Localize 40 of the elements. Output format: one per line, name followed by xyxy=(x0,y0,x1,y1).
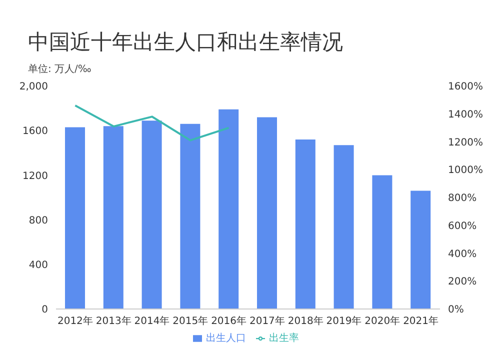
y2-tick-label: 1000% xyxy=(448,165,483,176)
y2-tick-label: 1400% xyxy=(448,109,483,120)
bar xyxy=(103,126,124,309)
chart-title: 中国近十年出生人口和出生率情况 xyxy=(28,29,343,56)
x-tick-label: 2018年 xyxy=(288,315,324,328)
y2-tick-label: 600% xyxy=(448,220,477,232)
y-tick-label: 1200 xyxy=(22,170,48,182)
bar xyxy=(142,120,162,309)
bar xyxy=(295,140,316,309)
bar xyxy=(65,127,85,309)
y2-tick-label: 0% xyxy=(448,304,464,316)
x-tick-label: 2019年 xyxy=(326,315,362,328)
x-tick-label: 2021年 xyxy=(403,315,439,328)
chart-subtitle: 单位: 万人/‰ xyxy=(28,62,92,76)
line-series xyxy=(74,104,230,142)
x-tick-label: 2013年 xyxy=(96,315,132,328)
y2-tick-label: 200% xyxy=(448,276,477,288)
legend-label: 出生率 xyxy=(269,333,299,344)
y2-tick-label: 400% xyxy=(448,248,477,260)
bar xyxy=(218,109,239,309)
bar xyxy=(372,175,392,309)
bar xyxy=(180,124,200,309)
y2-tick-label: 1200% xyxy=(448,137,483,148)
x-tick-label: 2012年 xyxy=(57,315,93,328)
y2-tick-label: 1600% xyxy=(448,82,483,93)
y-tick-label: 0 xyxy=(42,304,48,316)
y-tick-label: 800 xyxy=(28,215,48,226)
x-tick-label: 2016年 xyxy=(211,315,247,328)
y2-tick-label: 800% xyxy=(448,193,477,204)
bar xyxy=(410,190,431,309)
x-tick-label: 2020年 xyxy=(364,315,400,328)
y-tick-label: 2,000 xyxy=(19,82,48,93)
bar xyxy=(334,145,354,309)
x-tick-label: 2014年 xyxy=(134,315,170,328)
y-tick-label: 400 xyxy=(28,260,48,271)
bar xyxy=(257,117,277,309)
x-tick-label: 2017年 xyxy=(249,315,285,328)
x-tick-label: 2015年 xyxy=(172,315,208,328)
y-tick-label: 1600 xyxy=(22,126,48,138)
legend-label: 出生人口 xyxy=(206,333,246,344)
